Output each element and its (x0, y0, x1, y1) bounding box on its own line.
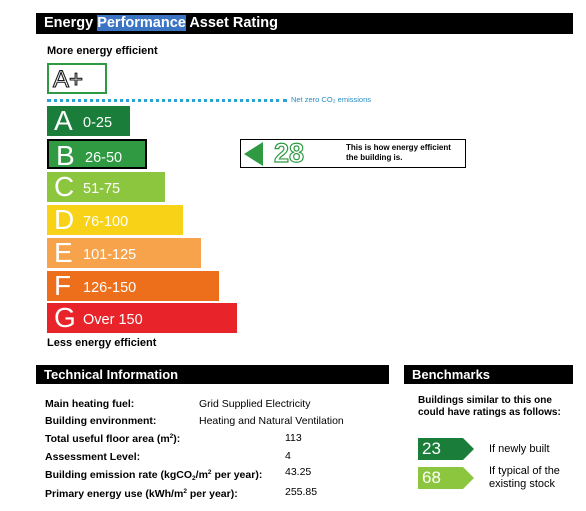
band-letter: B (56, 140, 75, 171)
floor-area-label: Total useful floor area (m2): (45, 433, 180, 445)
floor-area-label-end: ): (173, 433, 181, 445)
rating-description: This is how energy efficient the building… (346, 143, 451, 163)
benchmark-typical-arrow-icon (418, 467, 474, 489)
rating-description-line1: This is how energy efficient (346, 143, 451, 152)
emission-label-mid: /m (195, 469, 208, 481)
rating-arrow-icon (244, 142, 263, 166)
title-part-performance-selected: Performance (97, 15, 186, 31)
benchmark-typical-value: 68 (422, 468, 441, 487)
benchmark-new-value: 23 (422, 439, 441, 458)
band-f: F 126-150 (47, 270, 219, 301)
band-letter: D (54, 204, 75, 235)
rating-indicator-box (240, 139, 466, 168)
band-range: 0-25 (83, 115, 113, 131)
band-letter: F (54, 270, 72, 301)
building-environment-label: Building environment: (45, 415, 157, 427)
more-efficient-label: More energy efficient (47, 45, 158, 57)
primary-label-end: per year): (186, 488, 238, 500)
band-range: 26-50 (85, 150, 123, 166)
benchmark-typical-label: If typical of the existing stock (489, 465, 560, 490)
emission-rate-value: 43.25 (285, 466, 312, 478)
aplus-band: A+ (47, 63, 107, 94)
benchmark-new-label: If newly built (489, 443, 550, 455)
band-b: B 26-50 (47, 139, 147, 171)
band-letter: C (54, 171, 75, 202)
building-environment-value: Heating and Natural Ventilation (199, 415, 344, 427)
title-part-asset-rating: Asset Rating (185, 15, 278, 31)
band-letter: A (54, 105, 73, 136)
floor-area-value: 113 (285, 432, 302, 444)
heating-fuel-value: Grid Supplied Electricity (199, 398, 311, 410)
emission-rate-label: Building emission rate (kgCO2/m2 per yea… (45, 469, 262, 482)
assessment-level-label: Assessment Level: (45, 451, 141, 463)
floor-area-label-sup: 2 (169, 433, 174, 440)
band-d: D 76-100 (47, 204, 183, 235)
net-zero-dotted-line (47, 99, 287, 102)
band-range: 76-100 (83, 214, 129, 230)
page-title: Energy Performance Asset Rating (36, 13, 573, 34)
emission-label-end: per year): (211, 469, 263, 481)
band-g: G Over 150 (47, 302, 237, 333)
primary-energy-value: 255.85 (285, 486, 318, 498)
band-range: 101-125 (83, 247, 137, 263)
emission-label-text: Building emission rate (kgCO (45, 469, 193, 481)
band-range: 126-150 (83, 280, 137, 296)
rating-description-line2: the building is. (346, 153, 403, 162)
emission-label-sup: 2 (207, 469, 212, 476)
band-range: Over 150 (83, 312, 143, 328)
assessment-level-value: 4 (285, 450, 291, 462)
band-range: 51-75 (83, 181, 121, 197)
benchmarks-header: Benchmarks (404, 365, 573, 384)
less-efficient-label: Less energy efficient (47, 337, 157, 349)
net-zero-label: Net zero CO₂ emissions (291, 95, 372, 104)
band-e: E 101-125 (47, 237, 201, 268)
band-a: A 0-25 (47, 105, 130, 136)
primary-label-text: Primary energy use (kWh/m (45, 488, 184, 500)
benchmarks-description: Buildings similar to this one could have… (418, 395, 561, 418)
title-part-energy: Energy (44, 15, 98, 31)
emission-label-sub: 2 (192, 475, 196, 482)
aplus-label: A+ (52, 65, 84, 93)
rating-value: 28 (273, 138, 305, 168)
benchmark-new-arrow-icon (418, 438, 474, 460)
band-c: C 51-75 (47, 171, 165, 202)
band-letter: E (54, 237, 73, 268)
band-letter: G (54, 302, 76, 333)
technical-info-header: Technical Information (36, 365, 389, 384)
primary-energy-label: Primary energy use (kWh/m2 per year): (45, 488, 238, 500)
heating-fuel-label: Main heating fuel: (45, 398, 135, 410)
floor-area-label-text: Total useful floor area (m (45, 433, 170, 445)
primary-label-sup: 2 (183, 488, 187, 495)
